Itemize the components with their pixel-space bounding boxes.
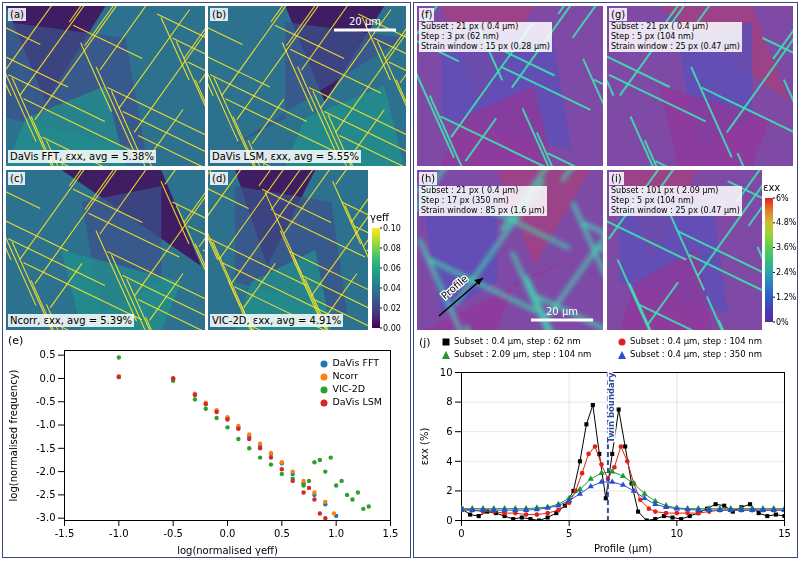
svg-text:0: 0 bbox=[446, 515, 452, 526]
svg-text:0.10: 0.10 bbox=[383, 224, 401, 233]
html-text:Subset : 0.4 µm, step : 104 nm: Subset : 0.4 µm, step : 104 nm bbox=[630, 336, 762, 346]
html-text:Ncorr: Ncorr bbox=[332, 370, 359, 381]
svg-text:5: 5 bbox=[566, 528, 572, 539]
svg-text:2: 2 bbox=[446, 485, 452, 496]
html-text:Step : 5 px (104 nm): Step : 5 px (104 nm) bbox=[611, 196, 694, 205]
html-text:(b): (b) bbox=[212, 9, 227, 20]
html-text:Strain window : 25 px (0.47 µm: Strain window : 25 px (0.47 µm) bbox=[611, 42, 740, 51]
svg-text:Profile (µm): Profile (µm) bbox=[594, 543, 652, 554]
svg-text:20 µm: 20 µm bbox=[546, 306, 578, 317]
html-text:(j): (j) bbox=[419, 336, 431, 349]
html-text:(h): (h) bbox=[421, 173, 436, 184]
svg-text:6: 6 bbox=[446, 426, 452, 437]
html-text:Strain window : 25 px (0.47 µm: Strain window : 25 px (0.47 µm) bbox=[611, 206, 740, 215]
html-text:DaVis LSM, εxx, avg = 5.55%: DaVis LSM, εxx, avg = 5.55% bbox=[212, 151, 359, 162]
svg-text:1.0: 1.0 bbox=[328, 528, 344, 539]
html-text:(i): (i) bbox=[611, 173, 622, 184]
html-text:Strain window : 15 px (0.28 µm: Strain window : 15 px (0.28 µm) bbox=[421, 42, 550, 51]
html-text:(c): (c) bbox=[10, 173, 24, 184]
html-text:Subset : 21 px ( 0.4 µm): Subset : 21 px ( 0.4 µm) bbox=[421, 186, 519, 195]
svg-text:0.0: 0.0 bbox=[220, 528, 236, 539]
html-text:Subset : 101 px ( 2.09 µm): Subset : 101 px ( 2.09 µm) bbox=[611, 186, 719, 195]
svg-text:20 µm: 20 µm bbox=[349, 16, 381, 27]
svg-text:Profile: Profile bbox=[439, 273, 470, 302]
svg-text:0.06: 0.06 bbox=[383, 264, 401, 273]
svg-text:-0.5: -0.5 bbox=[163, 528, 183, 539]
html-text:Subset : 21 px ( 0.4 µm): Subset : 21 px ( 0.4 µm) bbox=[421, 22, 519, 31]
svg-text:-0.5: -0.5 bbox=[36, 396, 56, 407]
svg-text:0.5: 0.5 bbox=[274, 528, 290, 539]
svg-text:10: 10 bbox=[440, 367, 453, 378]
svg-text:3.6%: 3.6% bbox=[776, 243, 797, 252]
svg-text:4.8%: 4.8% bbox=[776, 218, 797, 227]
svg-text:2.4%: 2.4% bbox=[776, 268, 797, 277]
html-text:(e): (e) bbox=[8, 334, 24, 347]
svg-text:-1.5: -1.5 bbox=[36, 443, 56, 454]
svg-text:γeff: γeff bbox=[370, 212, 390, 223]
html-text:(f): (f) bbox=[421, 9, 433, 20]
html-text:Step : 5 px (104 nm): Step : 5 px (104 nm) bbox=[611, 32, 694, 41]
svg-text:-1.5: -1.5 bbox=[55, 528, 75, 539]
html-text:Strain window : 85 px (1.6 µm): Strain window : 85 px (1.6 µm) bbox=[421, 206, 545, 215]
html-text:Subset : 21 px ( 0.4 µm): Subset : 21 px ( 0.4 µm) bbox=[611, 22, 709, 31]
svg-text:-1.0: -1.0 bbox=[109, 528, 129, 539]
svg-text:1.2%: 1.2% bbox=[776, 293, 797, 302]
html-text:DaVis FFT, εxx, avg = 5.38%: DaVis FFT, εxx, avg = 5.38% bbox=[10, 151, 154, 162]
svg-text:-2.0: -2.0 bbox=[36, 466, 56, 477]
svg-text:8: 8 bbox=[446, 396, 452, 407]
svg-text:15: 15 bbox=[778, 528, 791, 539]
svg-text:0.08: 0.08 bbox=[383, 244, 401, 253]
html-text:Step : 3 px (62 nm): Step : 3 px (62 nm) bbox=[421, 32, 499, 41]
html-text:VIC-2D: VIC-2D bbox=[332, 383, 366, 394]
svg-text:0.5: 0.5 bbox=[40, 349, 56, 360]
html-text:DaVis FFT: DaVis FFT bbox=[332, 357, 379, 368]
html-text:DaVis LSM: DaVis LSM bbox=[332, 396, 382, 407]
svg-text:Twin boundary: Twin boundary bbox=[606, 372, 616, 443]
svg-text:εxx: εxx bbox=[763, 182, 780, 193]
svg-text:log(normalised γeff): log(normalised γeff) bbox=[177, 545, 278, 556]
html-text:Subset : 2.09 µm, step : 104 n: Subset : 2.09 µm, step : 104 nm bbox=[454, 349, 592, 359]
html-text:Ncorr, εxx, avg = 5.39%: Ncorr, εxx, avg = 5.39% bbox=[10, 315, 132, 326]
html-text:(d): (d) bbox=[212, 173, 227, 184]
svg-text:log(normalised frequency): log(normalised frequency) bbox=[8, 369, 19, 501]
svg-text:10: 10 bbox=[670, 528, 683, 539]
html-text:Step : 17 px (350 nm): Step : 17 px (350 nm) bbox=[421, 196, 509, 205]
svg-text:1.5: 1.5 bbox=[383, 528, 399, 539]
svg-text:0.0: 0.0 bbox=[40, 373, 56, 384]
svg-text:0.02: 0.02 bbox=[383, 304, 401, 313]
svg-text:0%: 0% bbox=[776, 318, 789, 327]
html-text:(a): (a) bbox=[10, 9, 24, 20]
svg-text:-2.5: -2.5 bbox=[36, 489, 56, 500]
html-text:(g): (g) bbox=[611, 9, 626, 20]
svg-text:-3.0: -3.0 bbox=[36, 512, 56, 523]
svg-text:4: 4 bbox=[446, 456, 452, 467]
svg-text:0: 0 bbox=[458, 528, 464, 539]
svg-text:εxx (%): εxx (%) bbox=[419, 428, 430, 466]
html-text:VIC-2D, εxx, avg = 4.91%: VIC-2D, εxx, avg = 4.91% bbox=[212, 315, 342, 326]
svg-text:6%: 6% bbox=[776, 194, 789, 203]
html-text:Subset : 0.4 µm, step : 62 nm: Subset : 0.4 µm, step : 62 nm bbox=[454, 336, 581, 346]
html-text:Subset : 0.4 µm, step : 350 nm: Subset : 0.4 µm, step : 350 nm bbox=[630, 349, 762, 359]
svg-text:0.04: 0.04 bbox=[383, 284, 401, 293]
svg-text:-1.0: -1.0 bbox=[36, 419, 56, 430]
svg-text:0.00: 0.00 bbox=[383, 324, 401, 333]
